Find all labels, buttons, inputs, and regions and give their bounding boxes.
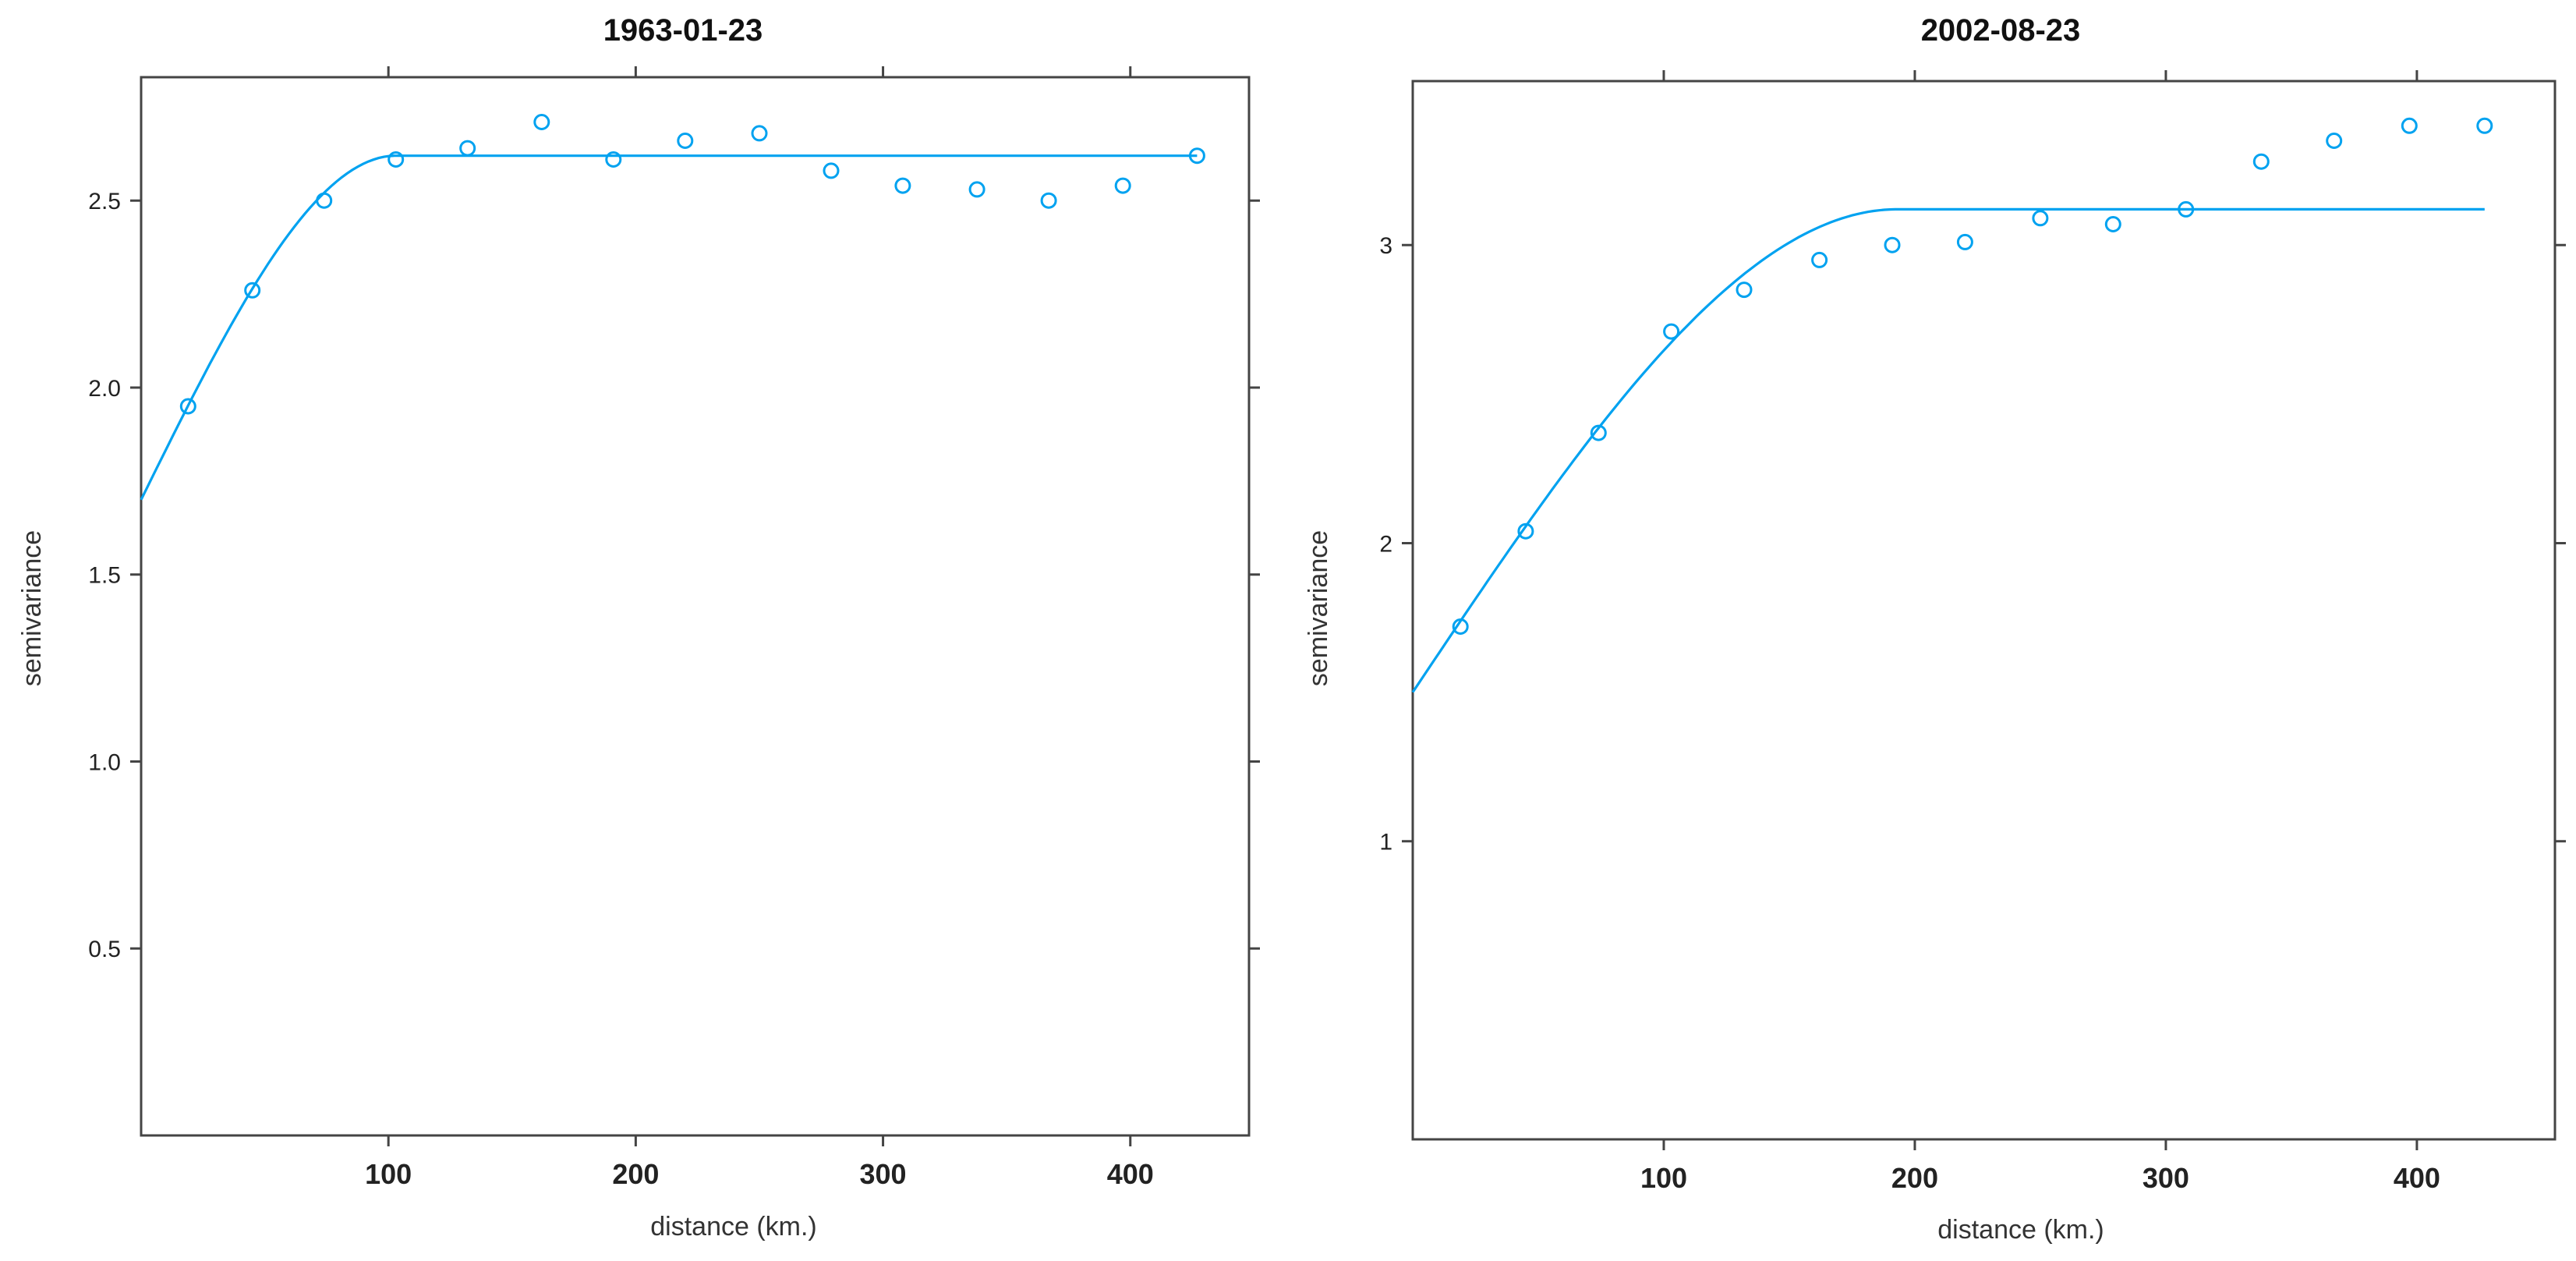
data-point — [1590, 424, 1607, 441]
data-point — [1188, 147, 1205, 165]
data-point — [179, 398, 196, 415]
data-point — [1114, 177, 1131, 194]
data-point — [2178, 200, 2195, 218]
y-axis-label: semivariance — [17, 530, 47, 686]
data-point — [751, 125, 768, 142]
data-point — [1736, 282, 1753, 299]
y-tick-label: 0.5 — [88, 937, 121, 962]
y-tick-label: 1.5 — [88, 563, 121, 589]
x-tick-label: 200 — [612, 1158, 659, 1190]
data-point — [1663, 323, 1680, 340]
plot-frame — [1411, 80, 2557, 1141]
data-point — [677, 133, 694, 149]
data-point — [1452, 618, 1469, 635]
x-tick-label: 400 — [2394, 1162, 2440, 1194]
data-point — [459, 140, 476, 157]
plot-area: 100 200 300 400 1 2 3 — [1379, 70, 2566, 1194]
y-tick-label: 3 — [1379, 233, 1392, 259]
data-point — [894, 177, 911, 194]
data-point — [823, 162, 840, 179]
x-tick-label: 200 — [1891, 1162, 1938, 1194]
data-point — [605, 151, 622, 168]
model-line — [1411, 207, 2485, 693]
x-tick-label: 100 — [365, 1158, 412, 1190]
y-tick-label: 2.5 — [88, 189, 121, 214]
y-tick-label: 1 — [1379, 830, 1392, 855]
data-point — [316, 192, 333, 209]
data-point — [1040, 192, 1057, 209]
data-point — [2032, 210, 2049, 227]
data-point — [2104, 216, 2121, 232]
x-axis-label: distance (km.) — [650, 1212, 817, 1242]
x-tick-label: 100 — [1640, 1162, 1687, 1194]
data-point — [2252, 153, 2270, 170]
data-point — [2476, 117, 2493, 134]
y-tick-label: 1.0 — [88, 749, 121, 775]
x-tick-label: 300 — [2143, 1162, 2189, 1194]
data-point — [1956, 233, 1973, 250]
data-point — [533, 114, 550, 130]
y-tick-label: 2.0 — [88, 376, 121, 402]
y-axis-label: semivariance — [1304, 530, 1333, 686]
chart-title: 2002-08-23 — [1921, 13, 2081, 48]
data-point — [2326, 133, 2343, 149]
data-point — [1884, 236, 1901, 253]
model-line — [140, 154, 1198, 501]
data-point — [1517, 522, 1534, 540]
x-axis-label: distance (km.) — [1937, 1215, 2104, 1245]
plot-frame — [140, 76, 1251, 1137]
data-point — [387, 151, 405, 168]
x-tick-label: 400 — [1107, 1158, 1154, 1190]
plot-area: 100 200 300 400 0.5 1.0 1.5 2.0 2.5 — [88, 66, 1260, 1190]
x-tick-label: 300 — [860, 1158, 907, 1190]
chart-title: 1963-01-23 — [603, 13, 763, 48]
y-tick-label: 2 — [1379, 531, 1392, 557]
data-point — [968, 181, 985, 198]
data-point — [2401, 117, 2418, 134]
panel-left: 1963-01-23 distance (km.) semivariance 1… — [17, 13, 1260, 1242]
data-point — [1811, 251, 1828, 268]
panel-right: 2002-08-23 distance (km.) semivariance 1… — [1304, 13, 2566, 1245]
data-point — [244, 282, 261, 299]
